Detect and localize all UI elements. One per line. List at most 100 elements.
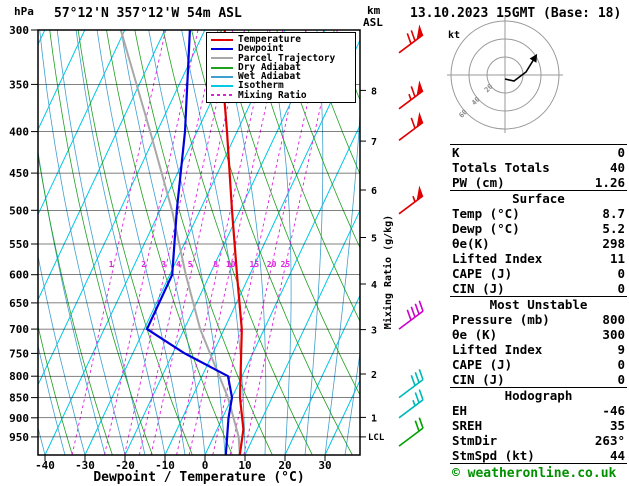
km-tick-label: 8	[371, 86, 377, 97]
legend-line-sample	[211, 75, 233, 78]
hodograph-arrow	[529, 53, 538, 63]
legend-line-sample	[211, 66, 233, 69]
indices-section-title: Surface	[512, 191, 565, 206]
mixing-ratio-value: 8	[213, 260, 218, 269]
legend-item: Dry Adiabat	[210, 61, 352, 73]
temp-tick-label: 30	[318, 459, 331, 472]
pressure-tick-label: 800	[9, 370, 29, 383]
mixing-ratio-value: 10	[226, 260, 236, 269]
legend-item: Wet Adiabat	[210, 72, 352, 82]
wind-barb	[398, 24, 424, 54]
legend: Temperature Dewpoint Parcel Trajectory Dry …	[206, 32, 356, 104]
index-row: Dewp (°C) 5.2	[452, 221, 625, 236]
indices-section-title: Hodograph	[504, 388, 573, 403]
index-value: 5.2	[602, 221, 625, 236]
index-row: CIN (J) 0	[452, 372, 625, 387]
legend-item: Temperature	[210, 35, 352, 44]
dry-adiabat-line	[304, 30, 360, 176]
index-row: θe (K) 300	[452, 327, 625, 342]
index-label: Temp (°C)	[452, 206, 520, 221]
isotherm-line	[324, 379, 360, 455]
km-tick-label: 1	[371, 413, 377, 424]
index-value: 298	[602, 236, 625, 251]
index-row: EH -46	[452, 403, 625, 418]
isotherm-line	[0, 30, 5, 455]
pressure-tick-label: 950	[9, 431, 29, 444]
index-label: EH	[452, 403, 468, 418]
indices-section: Surface Temp (°C) 8.7 Dewp (°C) 5.2 θe(K) 298 L…	[450, 190, 627, 296]
index-row: StmSpd (kt) 44	[452, 448, 625, 463]
index-value: 0	[617, 145, 625, 160]
wind-barb	[398, 369, 424, 399]
wind-barb	[398, 185, 424, 215]
pressure-tick-label: 700	[9, 323, 29, 336]
index-label: θe(K)	[452, 236, 490, 251]
legend-item: Parcel Trajectory	[210, 53, 352, 63]
index-value: 44	[609, 448, 625, 463]
index-row: Pressure (mb) 800	[452, 312, 625, 327]
pressure-tick-label: 900	[9, 412, 29, 425]
index-row: SREH 35	[452, 418, 625, 433]
index-row: Lifted Index 9	[452, 342, 625, 357]
wet-adiabat-line	[56, 30, 146, 455]
index-label: θe (K)	[452, 327, 498, 342]
indices-section: Hodograph EH -46 SREH 35 StmDir 263° StmSpd (kt…	[450, 387, 627, 463]
hodograph-unit-label: kt	[448, 30, 460, 41]
index-value: 0	[617, 357, 625, 372]
lcl-label: LCL	[368, 433, 385, 443]
indices-section: K 0 Totals Totals 40 PW (cm) 1.26	[450, 144, 627, 190]
index-value: 1.26	[594, 175, 625, 190]
index-label: CAPE (J)	[452, 357, 513, 372]
pressure-unit-label: hPa	[14, 5, 34, 18]
indices-panel: K 0 Totals Totals 40 PW (cm) 1.26 Surface Temp …	[450, 144, 627, 464]
index-row: CAPE (J) 0	[452, 357, 625, 372]
copyright: © weatheronline.co.uk	[452, 466, 617, 481]
legend-item: Isotherm	[210, 81, 352, 91]
altitude-datum-label: ASL	[363, 16, 383, 29]
hodograph-trace	[504, 58, 535, 82]
index-label: Lifted Index	[452, 251, 543, 266]
index-value: 0	[617, 266, 625, 281]
mixing-ratio-value: 20	[267, 260, 277, 269]
index-label: SREH	[452, 418, 483, 433]
index-label: PW (cm)	[452, 175, 505, 190]
pressure-tick-label: 400	[9, 126, 29, 139]
index-value: 0	[617, 281, 625, 296]
legend-label: Dry Adiabat	[238, 61, 301, 73]
parcel-trajectory-line	[119, 30, 241, 455]
index-row: Lifted Index 11	[452, 251, 625, 266]
hodograph-ring	[468, 38, 542, 112]
isotherm-line	[38, 30, 86, 131]
legend-line-sample	[211, 85, 233, 88]
km-tick-label: 7	[371, 137, 377, 148]
dry-adiabat-line	[276, 30, 360, 249]
plot-border	[37, 29, 361, 456]
wet-adiabat-line	[96, 30, 186, 455]
hodograph-ring-label: 60	[457, 108, 469, 120]
legend-label: Mixing Ratio	[238, 89, 307, 101]
index-row: PW (cm) 1.26	[452, 175, 625, 190]
isotherm-line	[38, 30, 166, 301]
pressure-tick-label: 650	[9, 297, 29, 310]
index-value: 300	[602, 327, 625, 342]
index-row: Temp (°C) 8.7	[452, 206, 625, 221]
wet-adiabat-line	[38, 343, 66, 455]
legend-line-sample	[211, 57, 233, 60]
index-label: CIN (J)	[452, 281, 505, 296]
index-label: CAPE (J)	[452, 266, 513, 281]
pressure-tick-label: 850	[9, 392, 29, 405]
wind-barb	[398, 300, 424, 330]
temp-tick-label: -30	[75, 459, 95, 472]
isotherm-line	[244, 209, 360, 455]
index-label: CIN (J)	[452, 372, 505, 387]
index-label: Dewp (°C)	[452, 221, 520, 236]
km-tick-label: 6	[371, 186, 377, 197]
dry-adiabat-line	[38, 152, 113, 455]
wind-barb	[398, 389, 424, 419]
dry-adiabat-line	[38, 324, 73, 455]
temp-tick-label: -10	[155, 459, 175, 472]
legend-label: Temperature	[238, 34, 301, 45]
